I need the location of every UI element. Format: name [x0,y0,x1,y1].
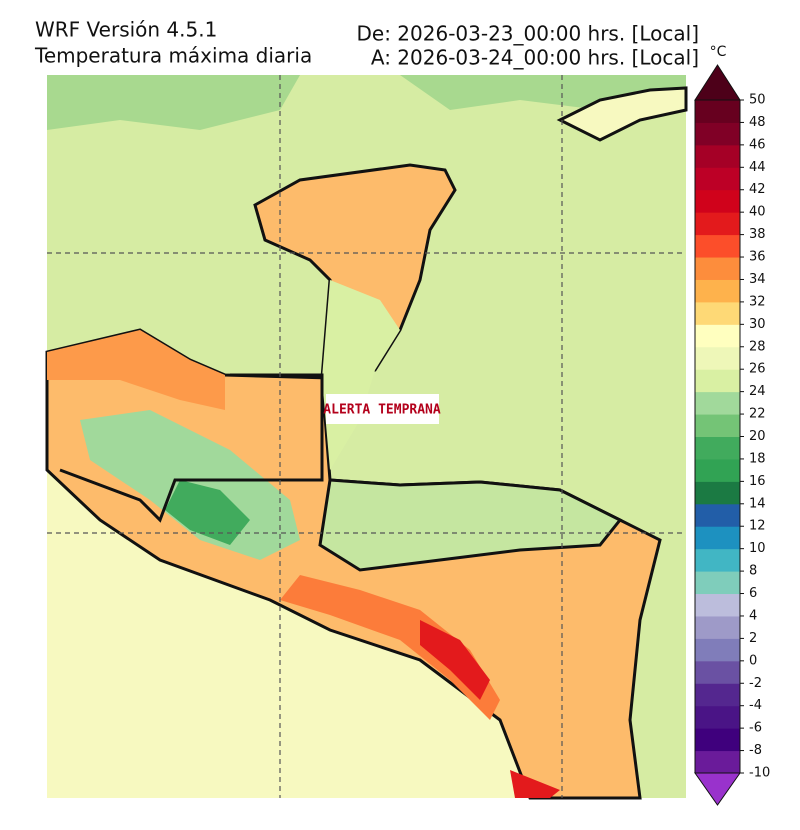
colorbar-tick-label: 36 [749,250,766,265]
colorbar-tick-label: 26 [749,362,766,377]
colorbar-segment [695,481,740,505]
colorbar-tick-label: 50 [749,93,766,108]
colorbar-tick-label: 2 [749,631,757,646]
colorbar-tick-label: 40 [749,205,766,220]
colorbar-segment [695,257,740,280]
logo-box [326,394,439,424]
colorbar-segment [695,593,740,617]
colorbar-tick-label: 42 [749,182,766,197]
colorbar-segment [695,189,740,213]
colorbar-segment [695,526,740,550]
honduras [318,478,623,572]
logo: ALERTA TEMPRANA [323,403,441,418]
colorbar-segment [695,100,740,123]
colorbar-segment [695,212,740,236]
colorbar-tick-label: 10 [749,541,766,556]
graticule [47,75,686,798]
colorbar-tick-label: -8 [749,743,762,758]
map: ALERTA TEMPRANA [45,75,688,800]
highlands-cold [165,480,250,545]
colorbar-segment [695,728,740,752]
colorbar-tick-label: -2 [749,676,762,691]
colorbar-tick-label: 28 [749,339,766,354]
tabasco [47,330,225,410]
colorbar-segment [695,548,740,572]
colorbar-segment [695,615,740,639]
colorbar-tick-label: 34 [749,272,766,287]
colorbar-tick-label: -10 [749,766,770,781]
period-to: A: 2026-03-24_00:00 hrs. [Local] [371,46,699,70]
colorbar-segment [695,144,740,168]
hottest [420,620,490,700]
colorbar-unit: °C [710,44,727,60]
colorbar-tick-label: 14 [749,496,766,511]
border [59,373,324,523]
colorbar-tick-label: 18 [749,451,766,466]
colorbar-segment [695,346,740,370]
colorbar-segment [695,458,740,482]
colorbar-segment [695,279,740,303]
colorbar-tick-label: -4 [749,698,762,713]
colorbar-over [694,64,741,101]
colorbar-tick-label: 38 [749,227,766,242]
colorbar-tick-label: 16 [749,474,766,489]
colorbar-segment [695,660,740,684]
colorbar-tick-label: 6 [749,586,757,601]
period-from: De: 2026-03-23_00:00 hrs. [Local] [357,22,700,46]
colorbar-segment [695,324,740,348]
gulf-cool [47,75,300,130]
colorbar-segment [695,571,740,595]
colorbar-segment [695,301,740,325]
pacific [47,470,530,798]
variable-title: Temperatura máxima diaria [34,44,312,68]
hot-south [510,770,560,798]
colorbar-segment [695,750,740,774]
colorbar-segment [695,122,740,146]
colorbar-tick-label: 48 [749,115,766,130]
colorbar-segment [695,705,740,729]
colorbar-tick-label: 44 [749,160,766,175]
colorbar-segment [695,234,740,258]
colorbar-tick-label: 12 [749,519,766,534]
colorbar: -10-8-6-4-202468101214161820222426283032… [694,64,770,806]
colorbar-under [694,772,741,806]
colorbar-tick-label: 46 [749,137,766,152]
colorbar-tick-label: 24 [749,384,766,399]
colorbar-tick-label: 8 [749,564,757,579]
colorbar-tick-label: 20 [749,429,766,444]
colorbar-tick-label: 4 [749,608,757,623]
colorbar-segment [695,436,740,460]
colorbar-segment [695,391,740,415]
colorbar-tick-label: 22 [749,407,766,422]
model-title: WRF Versión 4.5.1 [35,18,217,42]
colorbar-segment [695,683,740,707]
colorbar-tick-label: -6 [749,721,762,736]
colorbar-segment [695,503,740,527]
colorbar-segment [695,369,740,393]
cuba [556,86,688,142]
colorbar-tick-label: 32 [749,294,766,309]
colorbar-tick-label: 30 [749,317,766,332]
colorbar-tick-label: 0 [749,653,757,668]
hot-coast [280,575,500,720]
colorbar-segment [695,638,740,662]
colorbar-segment [695,167,740,191]
colorbar-segment [695,414,740,437]
